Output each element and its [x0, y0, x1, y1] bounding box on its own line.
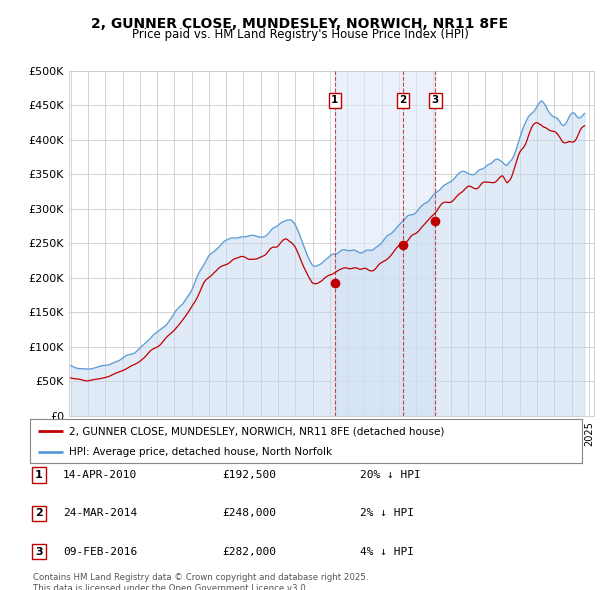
Text: £248,000: £248,000	[222, 509, 276, 518]
Text: 09-FEB-2016: 09-FEB-2016	[63, 547, 137, 556]
Text: HPI: Average price, detached house, North Norfolk: HPI: Average price, detached house, Nort…	[68, 447, 332, 457]
Text: 3: 3	[431, 95, 439, 105]
Text: 2: 2	[399, 95, 406, 105]
Text: £192,500: £192,500	[222, 470, 276, 480]
Text: 1: 1	[35, 470, 43, 480]
Text: 14-APR-2010: 14-APR-2010	[63, 470, 137, 480]
Text: Price paid vs. HM Land Registry's House Price Index (HPI): Price paid vs. HM Land Registry's House …	[131, 28, 469, 41]
Text: 2: 2	[35, 509, 43, 518]
Text: 20% ↓ HPI: 20% ↓ HPI	[360, 470, 421, 480]
Text: Contains HM Land Registry data © Crown copyright and database right 2025.
This d: Contains HM Land Registry data © Crown c…	[33, 573, 368, 590]
Text: 2, GUNNER CLOSE, MUNDESLEY, NORWICH, NR11 8FE: 2, GUNNER CLOSE, MUNDESLEY, NORWICH, NR1…	[91, 17, 509, 31]
Text: 2% ↓ HPI: 2% ↓ HPI	[360, 509, 414, 518]
Text: 4% ↓ HPI: 4% ↓ HPI	[360, 547, 414, 556]
Text: £282,000: £282,000	[222, 547, 276, 556]
Text: 24-MAR-2014: 24-MAR-2014	[63, 509, 137, 518]
Text: 2, GUNNER CLOSE, MUNDESLEY, NORWICH, NR11 8FE (detached house): 2, GUNNER CLOSE, MUNDESLEY, NORWICH, NR1…	[68, 427, 444, 436]
Text: 1: 1	[331, 95, 338, 105]
Bar	[335, 71, 435, 416]
Text: 3: 3	[35, 547, 43, 556]
